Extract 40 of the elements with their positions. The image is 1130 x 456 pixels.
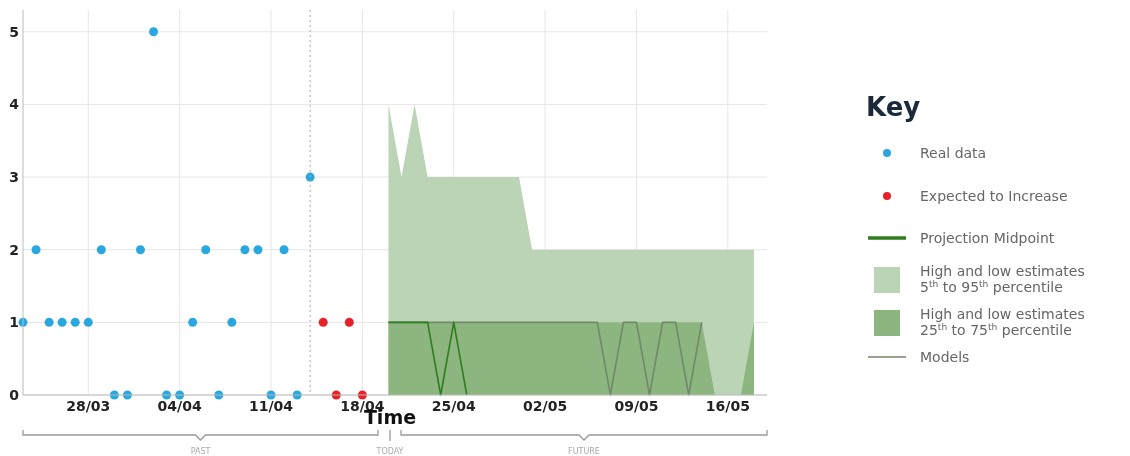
point (96, 245, 106, 255)
y-tick-label: 4 (9, 96, 20, 113)
y-tick-label: 2 (9, 241, 19, 258)
x-tick-label: 09/05 (614, 398, 659, 414)
x-tick-label: 25/04 (431, 398, 477, 414)
y-tick-label: 1 (9, 314, 19, 331)
point (318, 317, 328, 327)
x-tick-label: 11/04 (248, 398, 294, 414)
point (279, 245, 289, 255)
point (201, 245, 211, 255)
y-tick-label: 0 (9, 387, 20, 403)
point (253, 245, 263, 255)
x-tick-label: 16/05 (705, 398, 750, 414)
point (83, 317, 93, 327)
text: PAST (190, 447, 211, 456)
legend-label: High and low estimates 25$^{th}$ to 75$^{th}$ percentile (920, 306, 1085, 338)
x-tick-label: 04/04 (157, 398, 202, 414)
legend-label: High and low estimates 5$^{th}$ to 95$^{th}$ percentile (920, 263, 1085, 295)
point (240, 245, 250, 255)
legend-label: Models (920, 349, 970, 365)
legend-label: Expected to Increase (920, 188, 1068, 204)
point (135, 245, 145, 255)
point (31, 245, 41, 255)
point (149, 27, 159, 37)
point (227, 317, 237, 327)
text: TODAY (375, 447, 404, 456)
x-tick-label: 28/03 (66, 398, 111, 414)
point (344, 317, 354, 327)
legend-label: Projection Midpoint (920, 230, 1055, 246)
legend-title: Key (866, 92, 921, 122)
y-tick-label: 5 (9, 23, 19, 40)
point (188, 317, 198, 327)
text: FUTURE (568, 447, 600, 456)
x-tick-label: 02/05 (523, 398, 568, 414)
legend-label: Real data (920, 145, 987, 161)
point (70, 317, 80, 327)
point (57, 317, 67, 327)
point (44, 317, 54, 327)
y-tick-label: 3 (9, 169, 19, 186)
point (305, 172, 315, 182)
